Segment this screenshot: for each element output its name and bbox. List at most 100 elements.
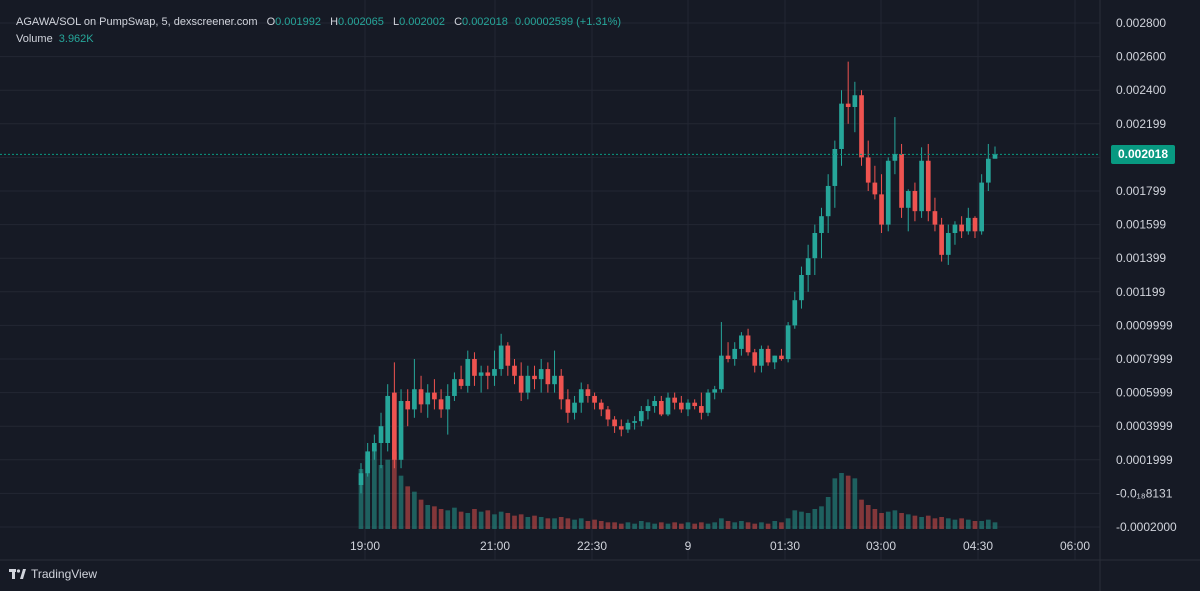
candle-body xyxy=(478,372,484,376)
x-tick-label: 03:00 xyxy=(866,539,896,553)
candle xyxy=(705,389,711,417)
candle-body xyxy=(492,369,497,376)
candle-body xyxy=(438,399,444,410)
candle-body xyxy=(885,160,891,225)
candle xyxy=(679,395,684,413)
candle-body xyxy=(518,375,524,393)
chart-legend: AGAWA/SOL on PumpSwap, 5, dexscreener.co… xyxy=(16,14,621,47)
candle xyxy=(418,375,424,413)
candle xyxy=(699,392,704,420)
candle-body xyxy=(425,392,431,405)
volume-bar xyxy=(652,523,657,529)
candle xyxy=(458,365,464,390)
candle xyxy=(358,463,364,494)
candle-body xyxy=(805,258,811,275)
candle-body xyxy=(385,395,391,443)
candle xyxy=(852,81,858,133)
volume-bar xyxy=(485,510,491,529)
candle xyxy=(725,342,731,363)
legend-ohlc-row: AGAWA/SOL on PumpSwap, 5, dexscreener.co… xyxy=(16,14,621,30)
candle-body xyxy=(745,335,751,353)
candle xyxy=(772,355,778,370)
candle-body xyxy=(458,379,464,386)
candle-body xyxy=(525,375,531,393)
candle xyxy=(952,221,958,245)
y-tick-label: 0.002600 xyxy=(1116,50,1166,64)
volume-label[interactable]: Volume xyxy=(16,33,53,45)
volume-bar xyxy=(765,523,771,529)
candle xyxy=(452,372,457,401)
volume-bar xyxy=(378,465,384,529)
volume-bar xyxy=(839,473,844,529)
candle xyxy=(979,174,984,235)
volume-bar xyxy=(665,523,671,529)
candle xyxy=(385,384,391,452)
volume-bar xyxy=(478,511,484,529)
candle-body xyxy=(592,395,597,403)
candle xyxy=(845,61,851,124)
candle-body xyxy=(645,406,651,412)
volume-bar xyxy=(598,521,604,529)
candle-body xyxy=(692,402,698,407)
candle-body xyxy=(852,95,858,107)
volume-bar xyxy=(638,521,644,529)
candle-body xyxy=(772,355,778,363)
candle-body xyxy=(865,157,871,183)
candle xyxy=(632,416,637,430)
candle-body xyxy=(452,379,457,396)
volume-bar xyxy=(425,505,431,529)
candle xyxy=(859,90,864,166)
candle xyxy=(565,389,571,423)
candle-body xyxy=(432,392,437,400)
candle-body xyxy=(832,149,838,186)
volume-bar xyxy=(532,515,537,529)
candle-body xyxy=(739,335,744,349)
candle xyxy=(872,165,878,200)
volume-bar xyxy=(545,518,551,529)
candle-body xyxy=(358,473,364,485)
volume-bar xyxy=(919,517,924,529)
tradingview-brand[interactable]: TradingView xyxy=(9,567,97,581)
candle-body xyxy=(578,389,584,403)
candle xyxy=(378,412,384,469)
candle-body xyxy=(625,422,631,430)
candle xyxy=(492,350,497,386)
y-tick-label: 0.001199 xyxy=(1116,285,1165,299)
candle xyxy=(518,362,524,401)
y-tick-label: 0.002800 xyxy=(1116,16,1166,30)
volume-bar xyxy=(972,521,978,529)
volume-bar xyxy=(792,510,798,529)
y-tick-label: -0.0002000 xyxy=(1116,520,1177,534)
volume-bar xyxy=(565,518,571,529)
volume-bar xyxy=(772,521,778,529)
candle-body xyxy=(412,389,417,410)
candle-body xyxy=(845,103,851,107)
candle xyxy=(959,216,964,239)
symbol-title[interactable]: AGAWA/SOL on PumpSwap, 5, dexscreener.co… xyxy=(16,16,258,28)
candle-body xyxy=(485,372,491,376)
candle xyxy=(498,333,504,376)
y-tick-label: 0.0005999 xyxy=(1116,386,1173,400)
candle xyxy=(765,345,771,366)
y-tick-label: 0.001599 xyxy=(1116,218,1166,232)
candle xyxy=(892,117,898,175)
candle-body xyxy=(532,375,537,380)
candle xyxy=(545,362,551,393)
volume-bar xyxy=(925,515,931,529)
candle-body xyxy=(992,154,998,159)
candle-body xyxy=(965,217,971,232)
candle-body xyxy=(905,191,911,208)
candle xyxy=(899,143,904,218)
volume-bar xyxy=(625,522,631,529)
candle-body xyxy=(979,182,984,232)
candle-body xyxy=(465,359,471,386)
candle xyxy=(638,406,644,427)
close-value: 0.002018 xyxy=(462,16,508,28)
volume-bar xyxy=(705,523,711,529)
candle-body xyxy=(605,409,611,420)
x-tick-label: 22:30 xyxy=(577,539,607,553)
tradingview-logo-icon xyxy=(9,569,26,579)
volume-bar xyxy=(632,523,637,529)
volume-bar xyxy=(739,521,744,529)
